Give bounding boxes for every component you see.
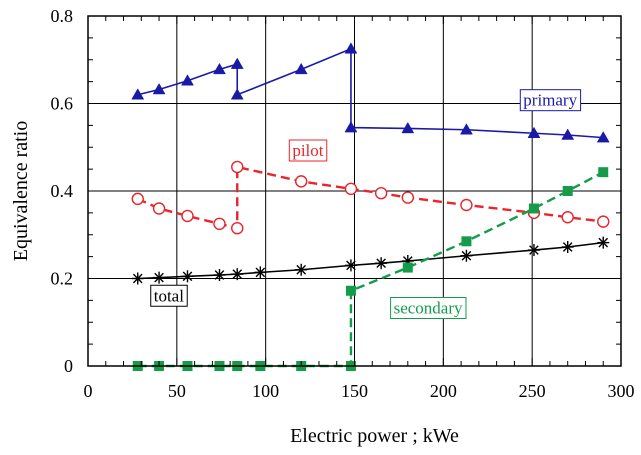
x-tick-label: 150 bbox=[341, 381, 368, 401]
x-tick-label: 250 bbox=[519, 381, 546, 401]
pilot-point bbox=[181, 209, 194, 223]
secondary-label: secondary bbox=[390, 297, 467, 319]
secondary-label-box bbox=[390, 297, 467, 319]
primary-point bbox=[344, 42, 358, 54]
primary-point bbox=[596, 131, 610, 143]
total-point bbox=[375, 257, 388, 270]
primary-line bbox=[137, 47, 604, 139]
asterisk-stroke bbox=[182, 271, 193, 282]
asterisk-stroke bbox=[214, 270, 225, 280]
total-point bbox=[561, 241, 574, 253]
pilot-point bbox=[295, 175, 308, 188]
secondary-point bbox=[461, 236, 472, 247]
series-primary bbox=[131, 42, 610, 143]
asterisk-stroke bbox=[461, 250, 472, 261]
secondary-label-text: secondary bbox=[394, 299, 463, 318]
secondary-point bbox=[598, 167, 609, 178]
total-label-box bbox=[150, 284, 188, 307]
primary-label-box bbox=[519, 89, 582, 112]
series-pilot bbox=[131, 160, 610, 235]
pilot-point bbox=[374, 186, 388, 200]
total-point bbox=[181, 270, 194, 283]
series-total bbox=[131, 236, 610, 285]
primary-point bbox=[131, 88, 145, 100]
total-point bbox=[344, 259, 357, 272]
pilot-point bbox=[152, 202, 166, 215]
x-axis-title: Electric power ; kWe bbox=[290, 425, 459, 447]
primary-point bbox=[344, 121, 358, 133]
primary-point bbox=[230, 88, 244, 100]
total-point bbox=[231, 268, 244, 281]
pilot-label: pilot bbox=[288, 139, 328, 162]
asterisk-stroke bbox=[562, 242, 573, 252]
pilot-point bbox=[213, 217, 226, 231]
asterisk-stroke bbox=[296, 264, 307, 275]
primary-point bbox=[230, 57, 244, 69]
primary-label: primary bbox=[519, 89, 582, 112]
pilot-point bbox=[231, 221, 244, 235]
primary-point bbox=[459, 123, 473, 135]
total-point bbox=[213, 269, 226, 281]
x-tick-label: 300 bbox=[608, 381, 635, 401]
pilot-point bbox=[131, 192, 144, 206]
total-point bbox=[527, 244, 540, 257]
total-label: total bbox=[150, 284, 188, 307]
y-tick-label: 0.2 bbox=[51, 269, 74, 289]
pilot-point bbox=[561, 211, 574, 224]
primary-point bbox=[181, 74, 194, 86]
total-point bbox=[295, 263, 308, 276]
total-label-text: total bbox=[154, 286, 184, 305]
primary-label-text: primary bbox=[523, 91, 577, 110]
secondary-point bbox=[402, 262, 413, 273]
x-tick-label: 200 bbox=[430, 381, 457, 401]
pilot-label-box bbox=[288, 139, 328, 162]
pilot-point bbox=[231, 160, 244, 174]
secondary-point bbox=[345, 285, 356, 296]
asterisk-stroke bbox=[232, 269, 243, 279]
axes: 0 50 100 150 200 250 300 0 0.2 0.4 0.6 0.8 bbox=[51, 6, 635, 401]
pilot-point bbox=[597, 215, 610, 228]
primary-point bbox=[401, 121, 415, 134]
y-tick-label: 0 bbox=[64, 356, 73, 376]
secondary-line bbox=[137, 171, 604, 368]
asterisk-stroke bbox=[132, 273, 143, 284]
asterisk-stroke bbox=[255, 267, 266, 278]
total-point bbox=[254, 266, 267, 279]
y-tick-label: 0.8 bbox=[51, 6, 74, 26]
primary-point bbox=[527, 126, 541, 138]
secondary-point bbox=[528, 203, 539, 214]
primary-point bbox=[294, 62, 308, 75]
pilot-point bbox=[460, 198, 473, 212]
asterisk-stroke bbox=[376, 258, 386, 269]
total-point bbox=[131, 272, 144, 285]
total-point bbox=[153, 271, 166, 284]
x-tick-label: 0 bbox=[84, 381, 93, 401]
asterisk-stroke bbox=[154, 272, 164, 283]
secondary-point bbox=[562, 186, 573, 196]
primary-point bbox=[213, 62, 226, 75]
y-tick-label: 0.6 bbox=[51, 94, 74, 114]
total-point bbox=[460, 249, 473, 262]
y-tick-label: 0.4 bbox=[51, 181, 74, 201]
x-tick-label: 50 bbox=[168, 381, 186, 401]
pilot-label-text: pilot bbox=[292, 141, 323, 160]
primary-point bbox=[152, 82, 166, 95]
pilot-point bbox=[344, 182, 358, 196]
y-axis-title: Equivalence ratio bbox=[10, 121, 32, 262]
pilot-point bbox=[401, 191, 414, 204]
asterisk-stroke bbox=[346, 260, 356, 271]
series-secondary bbox=[132, 167, 609, 371]
series-labels: primary pilot total secondary bbox=[150, 89, 582, 319]
asterisk-stroke bbox=[529, 245, 539, 255]
total-point bbox=[597, 236, 610, 249]
x-tick-label: 100 bbox=[252, 381, 279, 401]
primary-point bbox=[561, 128, 575, 140]
asterisk-stroke bbox=[598, 237, 609, 248]
